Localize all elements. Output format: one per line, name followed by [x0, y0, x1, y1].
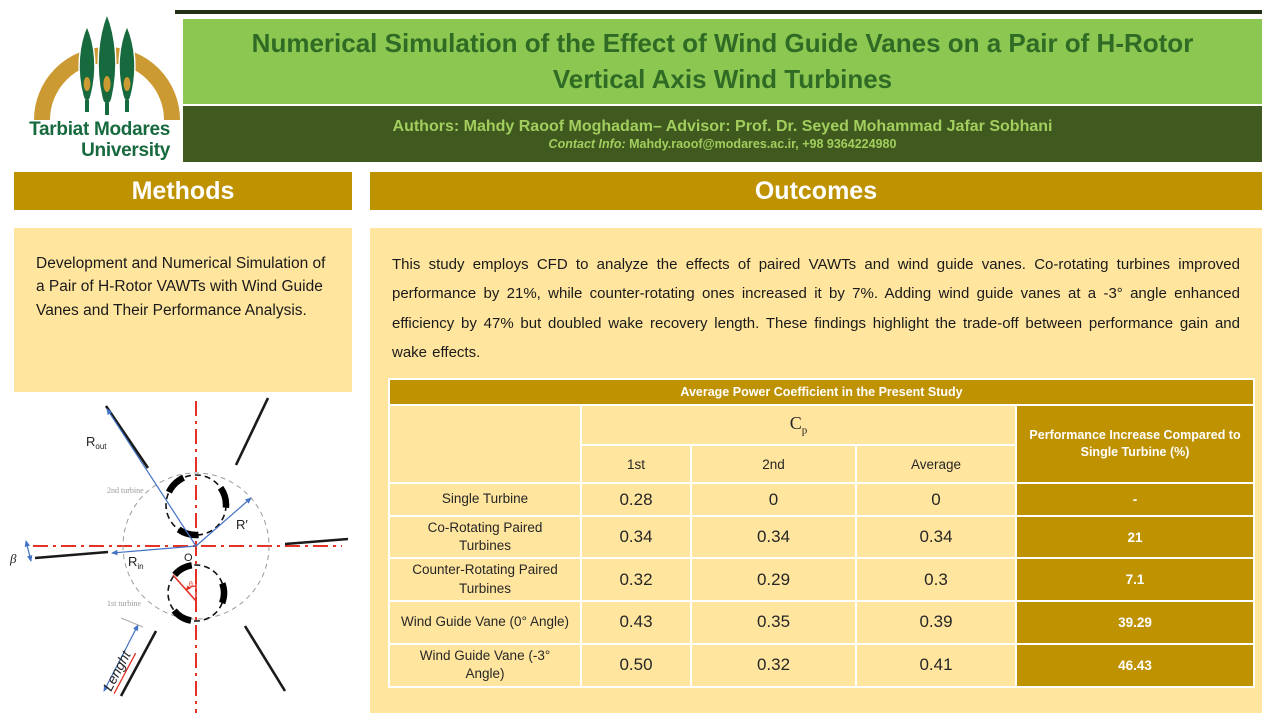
table-blank-cell [388, 404, 582, 484]
university-name: Tarbiat Modares University [18, 119, 170, 161]
increase-value: - [1014, 482, 1256, 517]
table-title-row: Average Power Coefficient in the Present… [387, 378, 1256, 406]
cp-average-value: 0.34 [855, 514, 1017, 560]
second-turbine-label: 2nd turbine [107, 486, 144, 495]
subheader-2nd: 2nd [690, 444, 857, 484]
row-label: Wind Guide Vane (0° Angle) [388, 599, 582, 645]
increase-value: 39.29 [1014, 599, 1256, 645]
cp-1st-value: 0.34 [580, 514, 692, 560]
title-banner: Numerical Simulation of the Effect of Wi… [183, 19, 1262, 104]
cp-2nd-value: 0.29 [690, 557, 857, 602]
cp-1st-value: 0.28 [580, 482, 692, 517]
length-arrow [103, 624, 139, 692]
turbine-geometry-diagram: Rout R′ Rin β O θ 2nd turbine 1st turbin… [9, 397, 349, 713]
performance-header-cell: Performance Increase Compared to Single … [1014, 404, 1256, 484]
cp-average-value: 0 [855, 482, 1017, 517]
contact-label: Contact Info: [548, 136, 626, 151]
cp-average-value: 0.41 [855, 642, 1017, 688]
r-prime-label: R′ [236, 517, 248, 532]
logo-drop-right [123, 77, 131, 91]
methods-body-text: Development and Numerical Simulation of … [36, 255, 326, 319]
first-turbine-label: 1st turbine [107, 599, 141, 608]
row-label: Single Turbine [388, 482, 582, 517]
cp-sub: p [801, 424, 808, 437]
cp-2nd-value: 0 [690, 482, 857, 517]
length-label-group: Lenght [100, 647, 137, 694]
university-name-line1: Tarbiat Modares [29, 119, 170, 140]
table-row: Wind Guide Vane (-3° Angle) 0.50 0.32 0.… [388, 642, 1256, 688]
subheader-1st: 1st [580, 444, 692, 484]
table-title: Average Power Coefficient in the Present… [387, 378, 1256, 406]
table-row: Counter-Rotating Paired Turbines 0.32 0.… [388, 557, 1256, 602]
cp-header-cell: Cp [580, 404, 1017, 446]
outcomes-body-box: This study employs CFD to analyze the ef… [370, 228, 1262, 713]
methods-body-box: Development and Numerical Simulation of … [14, 228, 352, 392]
top-accent-strip [175, 10, 1262, 14]
university-name-line2: University [81, 139, 170, 161]
beta-angle-arrow [24, 540, 33, 562]
cp-2nd-value: 0.34 [690, 514, 857, 560]
poster-title: Numerical Simulation of the Effect of Wi… [251, 28, 1194, 94]
university-logo-icon [34, 12, 180, 121]
guide-vane-bottom-right [243, 625, 287, 692]
length-label-underline [113, 652, 137, 694]
table-row: Single Turbine 0.28 0 0 - [388, 482, 1256, 517]
theta-angled-leg [172, 574, 197, 602]
authors-line: Authors: Mahdy Raoof Moghadam– Advisor: … [392, 117, 1053, 135]
authors-bar: Authors: Mahdy Raoof Moghadam– Advisor: … [183, 106, 1262, 162]
beta-label: β [9, 551, 17, 566]
r-out-arrow [106, 408, 197, 547]
guide-vane-top-left [104, 405, 150, 469]
outcomes-body-text: This study employs CFD to analyze the ef… [392, 256, 1240, 361]
cp-2nd-value: 0.35 [690, 599, 857, 645]
theta-arc [185, 585, 197, 591]
row-label: Counter-Rotating Paired Turbines [388, 557, 582, 602]
r-out-label: Rout [86, 434, 107, 451]
subheader-average: Average [855, 444, 1017, 484]
first-turbine-blades [164, 561, 228, 625]
increase-value: 46.43 [1014, 642, 1256, 688]
r-prime-arrow [195, 497, 252, 547]
methods-heading: Methods [131, 176, 235, 205]
guide-vane-circle [122, 472, 270, 620]
cp-average-value: 0.39 [855, 599, 1017, 645]
origin-label: O [184, 552, 193, 564]
increase-value: 7.1 [1014, 557, 1256, 602]
theta-label: θ [189, 580, 193, 589]
length-label: Lenght [100, 647, 135, 693]
cp-2nd-value: 0.32 [690, 642, 857, 688]
increase-value: 21 [1014, 514, 1256, 560]
table-header-row-1: Cp Performance Increase Compared to Sing… [388, 404, 1256, 484]
guide-vane-right [284, 537, 349, 546]
results-table: Average Power Coefficient in the Present… [387, 378, 1256, 688]
cp-main: C [789, 413, 802, 434]
guide-vane-top-right [234, 397, 270, 466]
cp-1st-value: 0.43 [580, 599, 692, 645]
row-label: Co-Rotating Paired Turbines [388, 514, 582, 560]
table-row: Co-Rotating Paired Turbines 0.34 0.34 0.… [388, 514, 1256, 560]
length-extension-tick [120, 617, 144, 628]
contact-line: Contact Info: Mahdy.raoof@modares.ac.ir,… [549, 137, 897, 151]
cp-1st-value: 0.50 [580, 642, 692, 688]
logo-drop-left [83, 77, 91, 91]
cp-average-value: 0.3 [855, 557, 1017, 602]
logo-drop-middle [103, 76, 111, 92]
r-in-label: Rin [128, 554, 144, 571]
r-in-arrow [111, 545, 197, 556]
cp-1st-value: 0.32 [580, 557, 692, 602]
outcomes-section-header: Outcomes [370, 172, 1262, 210]
outcomes-heading: Outcomes [754, 176, 878, 205]
methods-section-header: Methods [14, 172, 352, 210]
university-logo: Tarbiat Modares University [18, 8, 184, 168]
table-header-row-2: 1st 2nd Average [389, 444, 1254, 484]
guide-vane-left [34, 550, 109, 560]
contact-value: Mahdy.raoof@modares.ac.ir, +98 936422498… [629, 136, 897, 151]
row-label: Wind Guide Vane (-3° Angle) [388, 642, 582, 688]
table-row: Wind Guide Vane (0° Angle) 0.43 0.35 0.3… [388, 599, 1256, 645]
